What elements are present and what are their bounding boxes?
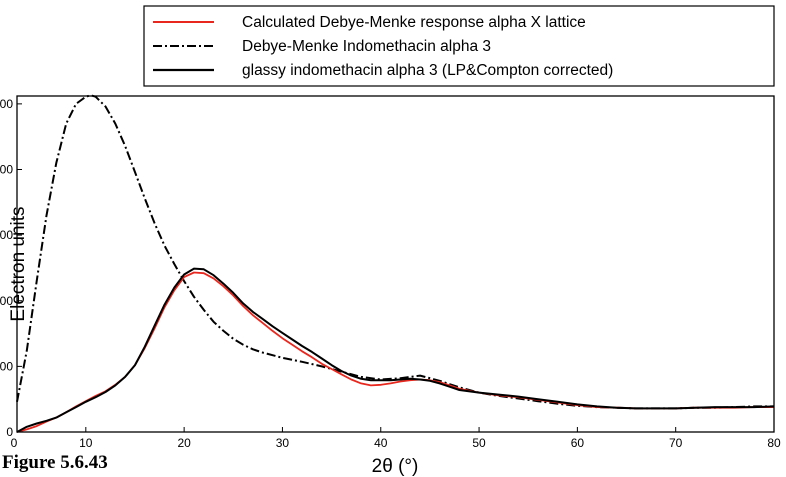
x-tick-label: 50 <box>472 436 486 450</box>
y-tick-label: 2500 <box>0 97 13 111</box>
y-axis-ticks: 0 500 1000 1500 2000 2500 <box>0 97 22 439</box>
x-axis-title: 2θ (°) <box>372 456 419 477</box>
x-tick-label: 20 <box>177 436 191 450</box>
series-line-debye-menke <box>16 94 774 410</box>
series-layer <box>16 94 775 433</box>
legend-label-debye-menke: Debye-Menke Indomethacin alpha 3 <box>242 38 491 55</box>
x-tick-label: 40 <box>374 436 388 450</box>
figure-caption: Figure 5.6.43 <box>2 452 108 473</box>
y-tick-label: 2000 <box>0 163 13 177</box>
legend-label-calculated: Calculated Debye-Menke response alpha X … <box>242 14 586 31</box>
y-tick-label: 500 <box>0 359 13 373</box>
x-tick-label: 30 <box>276 436 290 450</box>
y-tick-label: 1000 <box>0 294 13 308</box>
x-tick-label: 10 <box>79 436 93 450</box>
x-tick-label: 80 <box>767 436 781 450</box>
x-tick-label: 70 <box>669 436 683 450</box>
x-tick-label: 0 <box>11 436 18 450</box>
legend-label-glassy: glassy indomethacin alpha 3 (LP&Compton … <box>242 62 613 79</box>
y-tick-label: 1500 <box>0 228 13 242</box>
plot-frame <box>16 95 775 433</box>
legend-box <box>143 5 775 87</box>
x-axis-ticks: 0 10 20 30 40 50 60 70 80 <box>11 427 781 450</box>
series-line-glassy <box>16 267 775 433</box>
x-tick-label: 60 <box>571 436 585 450</box>
y-axis-title: Electron units <box>8 206 29 321</box>
legend: Calculated Debye-Menke response alpha X … <box>143 5 775 87</box>
y-tick-label: 0 <box>6 425 13 439</box>
